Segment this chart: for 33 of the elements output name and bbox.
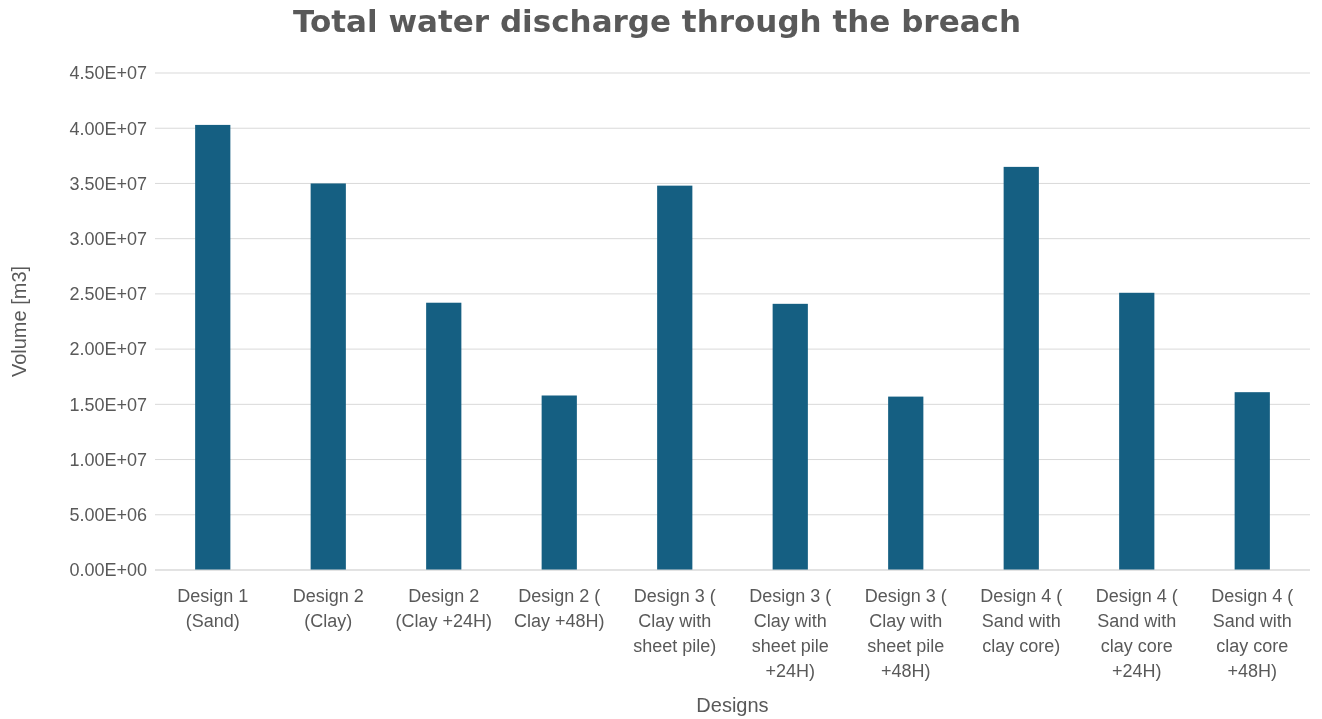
x-tick-label: Design 2 (Clay) — [292, 586, 364, 631]
x-tick-label: Design 2 ( Clay +48H) — [513, 586, 605, 631]
x-tick-label: Design 3 ( Clay with sheet pile +48H) — [864, 586, 947, 681]
y-tick-label: 1.50E+07 — [69, 394, 147, 415]
x-axis-title: Designs — [696, 694, 769, 716]
bar — [1119, 292, 1155, 570]
y-tick-label: 5.00E+06 — [69, 505, 147, 526]
y-tick-label: 4.50E+07 — [69, 63, 147, 84]
x-tick-label: Design 4 ( Sand with clay core) — [980, 586, 1063, 656]
y-tick-label: 3.00E+07 — [69, 228, 147, 249]
y-tick-label: 2.50E+07 — [69, 284, 147, 305]
bar — [772, 303, 808, 570]
x-tick-label: Design 4 ( Sand with clay core +24H) — [1095, 586, 1178, 681]
y-axis-title: Volume [m3] — [8, 265, 30, 378]
y-tick-label: 2.00E+07 — [69, 339, 147, 360]
bar — [657, 185, 693, 570]
bar — [195, 124, 231, 570]
x-tick-label: Design 3 ( Clay with sheet pile) — [633, 586, 717, 656]
bar — [1234, 392, 1270, 570]
y-tick-label: 3.50E+07 — [69, 173, 147, 194]
y-tick-label: 0.00E+00 — [69, 560, 147, 581]
y-tick-label: 1.00E+07 — [69, 449, 147, 470]
bar — [888, 396, 924, 570]
bar — [1003, 166, 1039, 570]
bar — [541, 395, 577, 570]
chart-title: Total water discharge through the breach — [292, 3, 1022, 39]
x-tick-label: Design 3 ( Clay with sheet pile +24H) — [749, 586, 832, 681]
x-tick-label: Design 4 ( Sand with clay core +48H) — [1211, 586, 1294, 681]
bar — [426, 302, 462, 570]
y-tick-label: 4.00E+07 — [69, 118, 147, 139]
x-tick-label: Design 1 (Sand) — [177, 586, 249, 631]
bar — [310, 183, 346, 570]
x-tick-label: Design 2 (Clay +24H) — [395, 586, 493, 631]
